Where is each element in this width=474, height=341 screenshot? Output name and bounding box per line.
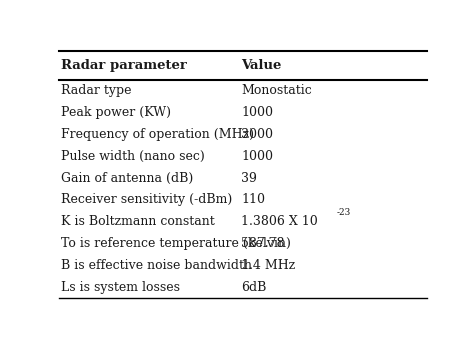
Text: Ls is system losses: Ls is system losses <box>61 281 180 294</box>
Text: Gain of antenna (dB): Gain of antenna (dB) <box>61 172 193 184</box>
Text: Radar parameter: Radar parameter <box>61 59 187 72</box>
Text: Frequency of operation (MHz): Frequency of operation (MHz) <box>61 128 254 141</box>
Text: 39: 39 <box>241 172 257 184</box>
Text: Value: Value <box>241 59 282 72</box>
Text: Radar type: Radar type <box>61 84 132 97</box>
Text: Peak power (KW): Peak power (KW) <box>61 106 171 119</box>
Text: K is Boltzmann constant: K is Boltzmann constant <box>61 215 215 228</box>
Text: -23: -23 <box>337 208 351 217</box>
Text: To is reference temperature (kelvin): To is reference temperature (kelvin) <box>61 237 291 250</box>
Text: 110: 110 <box>241 193 265 206</box>
Text: 1.4 MHz: 1.4 MHz <box>241 259 295 272</box>
Text: 6dB: 6dB <box>241 281 266 294</box>
Text: 1.3806 X 10: 1.3806 X 10 <box>241 215 318 228</box>
Text: B is effective noise bandwidth: B is effective noise bandwidth <box>61 259 252 272</box>
Text: Monostatic: Monostatic <box>241 84 312 97</box>
Text: 1000: 1000 <box>241 150 273 163</box>
Text: Pulse width (nano sec): Pulse width (nano sec) <box>61 150 205 163</box>
Text: 1000: 1000 <box>241 106 273 119</box>
Text: 3000: 3000 <box>241 128 273 141</box>
Text: Receiver sensitivity (-dBm): Receiver sensitivity (-dBm) <box>61 193 232 206</box>
Text: 587.78: 587.78 <box>241 237 284 250</box>
